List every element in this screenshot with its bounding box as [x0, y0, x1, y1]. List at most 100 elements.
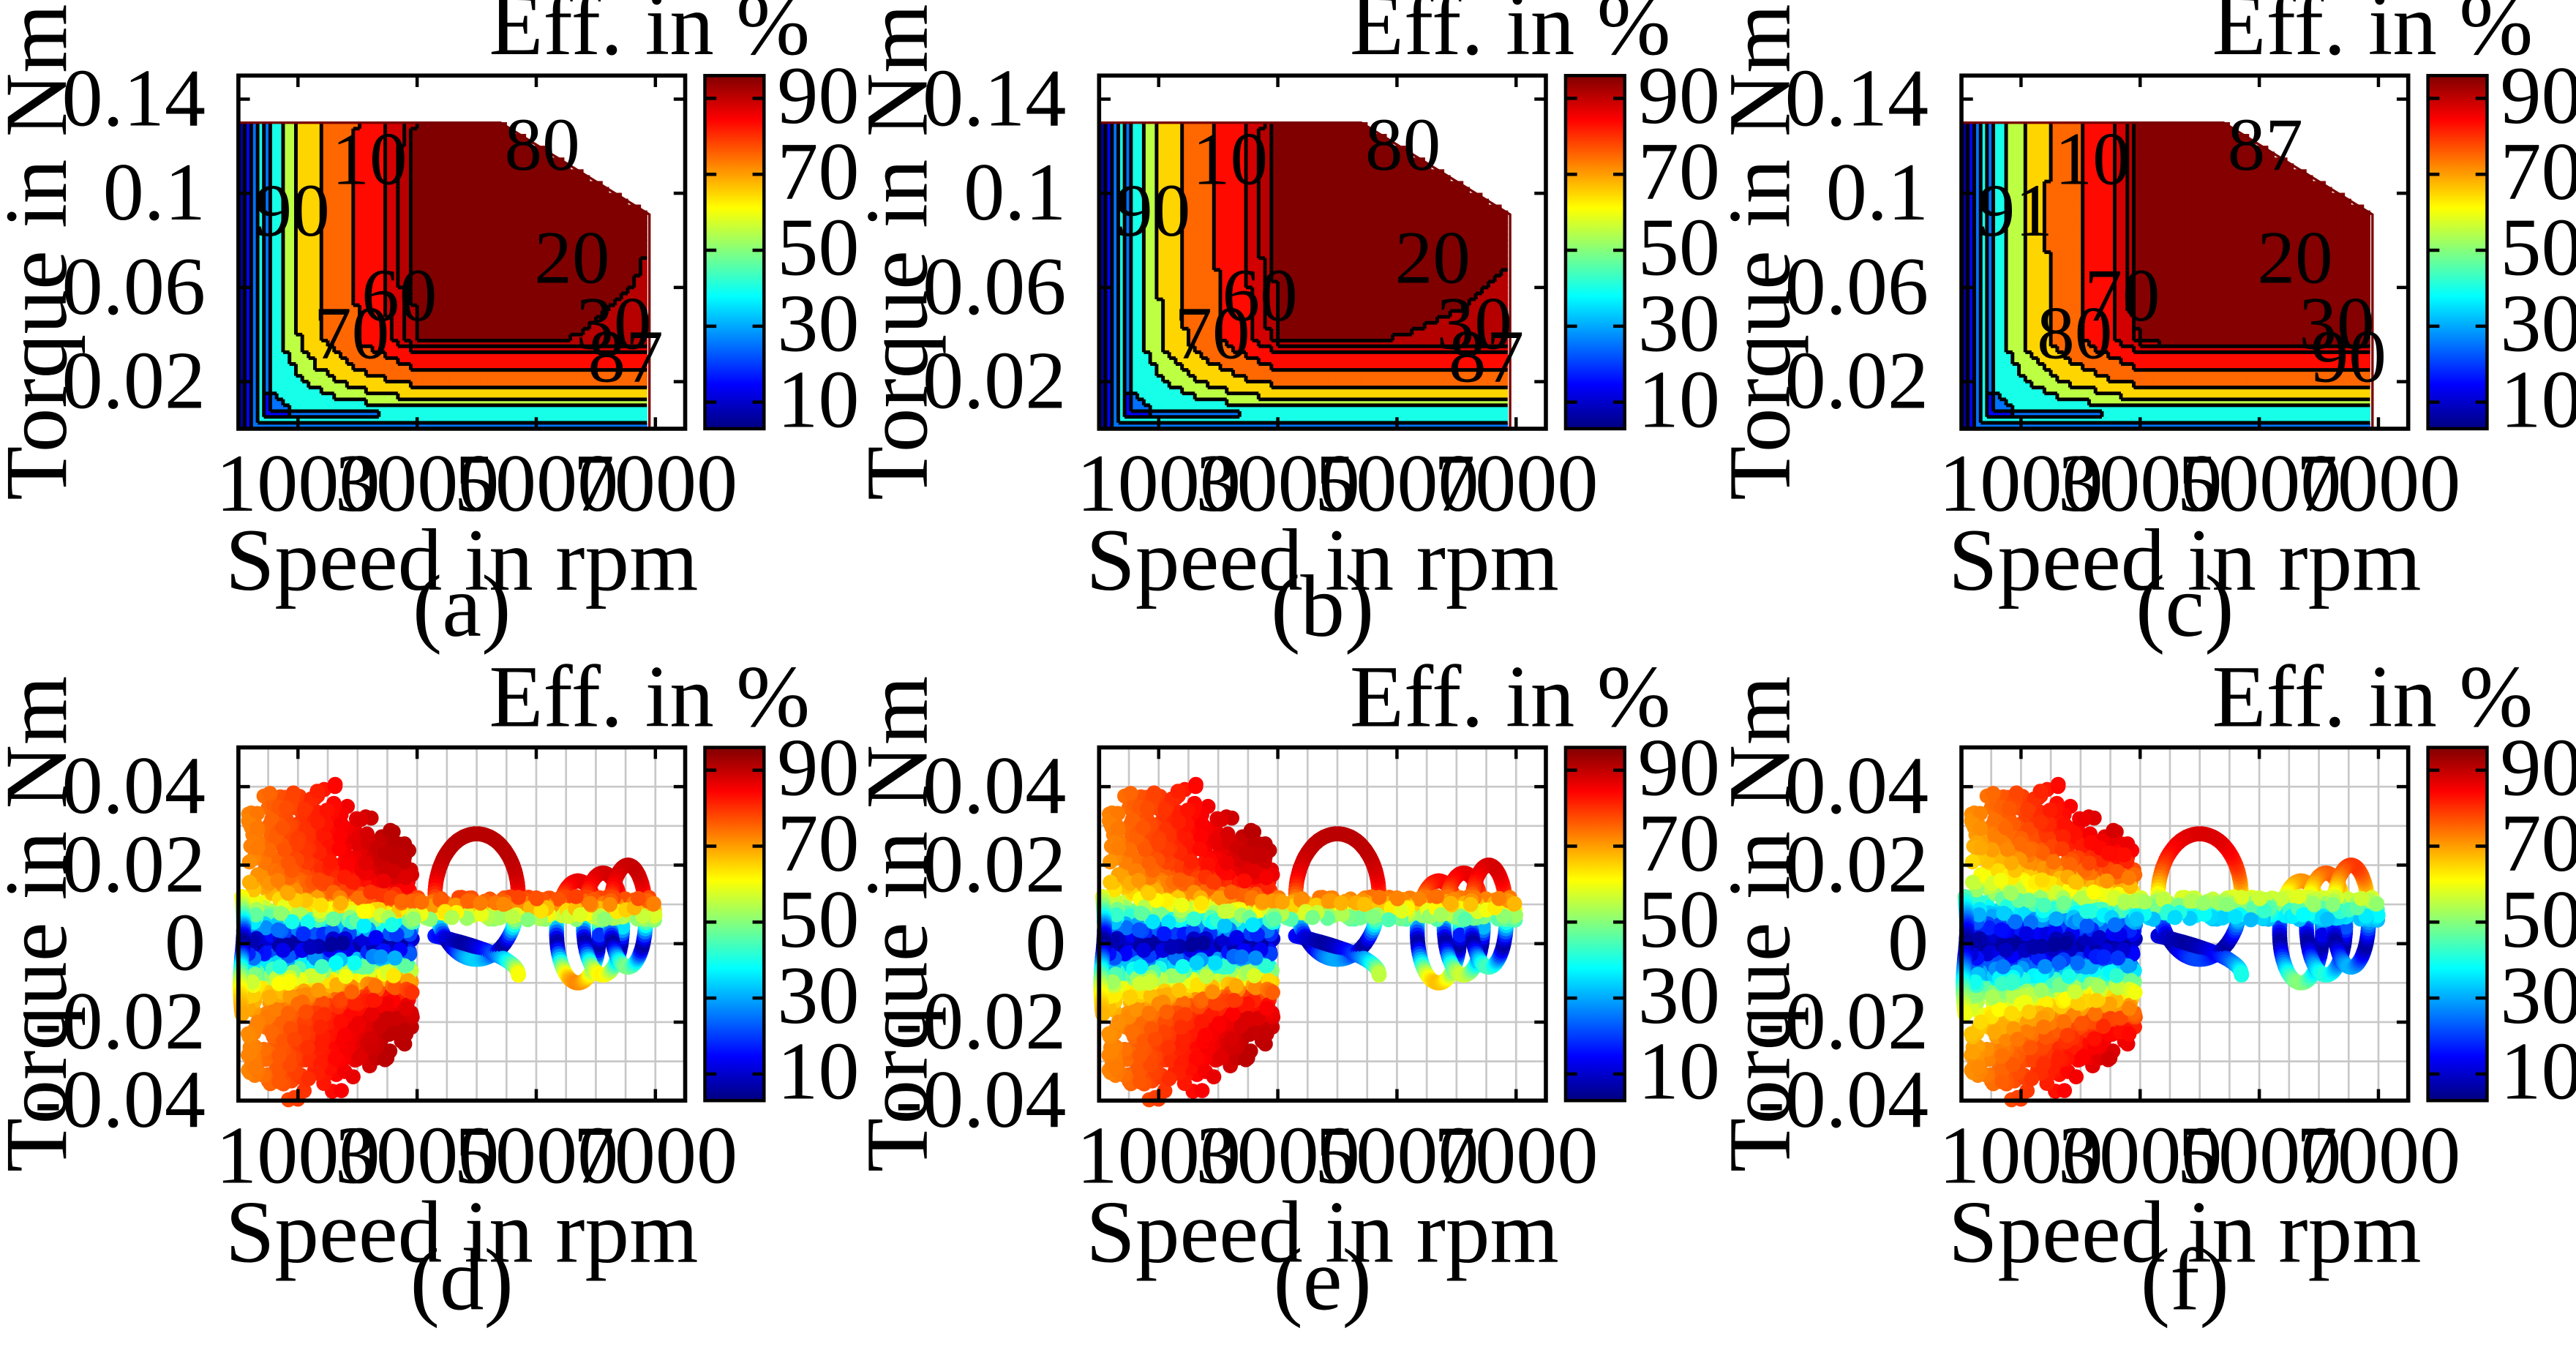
contour-cell: [467, 281, 475, 288]
contour-cell: [448, 263, 456, 270]
contour-cell: [1424, 304, 1432, 311]
contour-cell: [512, 199, 519, 206]
contour-cell: [442, 310, 449, 317]
contour-cell: [429, 358, 437, 364]
contour-cell: [1348, 329, 1355, 335]
contour-cell: [1163, 287, 1170, 293]
contour-cell: [500, 269, 507, 276]
contour-cell: [544, 358, 552, 364]
contour-cell: [1310, 269, 1317, 276]
contour-label: 70: [314, 291, 389, 375]
contour-cell: [634, 410, 641, 417]
contour-cell: [308, 146, 315, 152]
contour-cell: [1418, 334, 1425, 341]
contour-cell: [462, 169, 469, 176]
contour-cell: [416, 146, 424, 152]
contour-cell: [506, 240, 514, 247]
contour-cell: [1271, 375, 1278, 382]
contour-cell: [493, 322, 500, 329]
contour-cell: [1163, 293, 1170, 299]
contour-cell: [289, 340, 296, 347]
contour-cell: [467, 222, 475, 229]
contour-cell: [1322, 322, 1329, 329]
contour-cell: [1348, 269, 1355, 276]
contour-cell: [301, 263, 309, 270]
contour-cell: [1399, 410, 1406, 417]
contour-cell: [525, 263, 533, 270]
contour-cell: [462, 193, 469, 200]
contour-cell: [512, 252, 519, 258]
contour-cell: [1271, 410, 1278, 417]
contour-cell: [1334, 410, 1342, 417]
contour-cell: [429, 128, 437, 135]
contour-cell: [1310, 358, 1317, 364]
contour-cell: [301, 322, 309, 329]
contour-cell: [467, 316, 475, 323]
contour-cell: [442, 222, 449, 229]
contour-cell: [570, 375, 577, 382]
contour-cell: [1303, 410, 1310, 417]
contour-cell: [1149, 310, 1157, 317]
contour-cell: [1175, 375, 1182, 382]
contour-cell: [1386, 275, 1393, 282]
contour-cell: [551, 310, 558, 317]
contour-cell: [525, 205, 533, 211]
contour-cell: [429, 234, 437, 241]
contour-cell: [512, 304, 519, 311]
contour-cell: [442, 329, 449, 335]
contour-cell: [366, 234, 373, 241]
contour-cell: [500, 293, 507, 299]
contour-cell: [1373, 299, 1381, 305]
contour-cell: [1169, 399, 1176, 405]
contour-cell: [340, 263, 348, 270]
contour-cell: [416, 169, 424, 176]
contour-cell: [429, 375, 437, 382]
contour-cell: [531, 310, 538, 317]
contour-cell: [1392, 322, 1400, 329]
contour-cell: [487, 205, 494, 211]
contour-cell: [487, 299, 494, 305]
contour-cell: [621, 410, 628, 417]
contour-cell: [462, 304, 469, 311]
contour-cell: [436, 157, 443, 164]
contour-cell: [1367, 358, 1374, 364]
contour-cell: [1405, 310, 1412, 317]
contour-cell: [1315, 269, 1323, 276]
contour-cell: [1245, 410, 1253, 417]
contour-cell: [404, 410, 411, 417]
contour-cell: [500, 275, 507, 282]
contour-cell: [462, 329, 469, 335]
contour-cell: [416, 205, 424, 211]
contour-cell: [1163, 369, 1170, 376]
contour-cell: [551, 187, 558, 193]
contour-cell: [385, 410, 392, 417]
contour-cell: [621, 275, 628, 282]
contour-cell: [481, 281, 488, 288]
contour-cell: [1329, 375, 1336, 382]
contour-cell: [462, 187, 469, 193]
contour-cell: [1315, 263, 1323, 270]
contour-cell: [334, 205, 341, 211]
contour-cell: [1322, 293, 1329, 299]
contour-cell: [487, 322, 494, 329]
contour-cell: [327, 399, 334, 405]
contour-cell: [1322, 281, 1329, 288]
contour-cell: [1169, 269, 1176, 276]
contour-cell: [627, 246, 634, 252]
contour-cell: [506, 222, 514, 229]
contour-cell: [538, 299, 545, 305]
contour-cell: [474, 211, 481, 217]
contour-cell: [474, 234, 481, 241]
contour-cell: [481, 329, 488, 335]
contour-cell: [481, 246, 488, 252]
contour-cell: [282, 364, 290, 370]
contour-cell: [1303, 316, 1310, 323]
contour-cell: [308, 375, 315, 382]
contour-cell: [455, 293, 462, 299]
contour-cell: [596, 199, 603, 206]
contour-cell: [1379, 263, 1386, 270]
contour-cell: [634, 217, 641, 223]
contour-cell: [1501, 275, 1508, 282]
contour-cell: [467, 322, 475, 329]
contour-cell: [525, 211, 533, 217]
